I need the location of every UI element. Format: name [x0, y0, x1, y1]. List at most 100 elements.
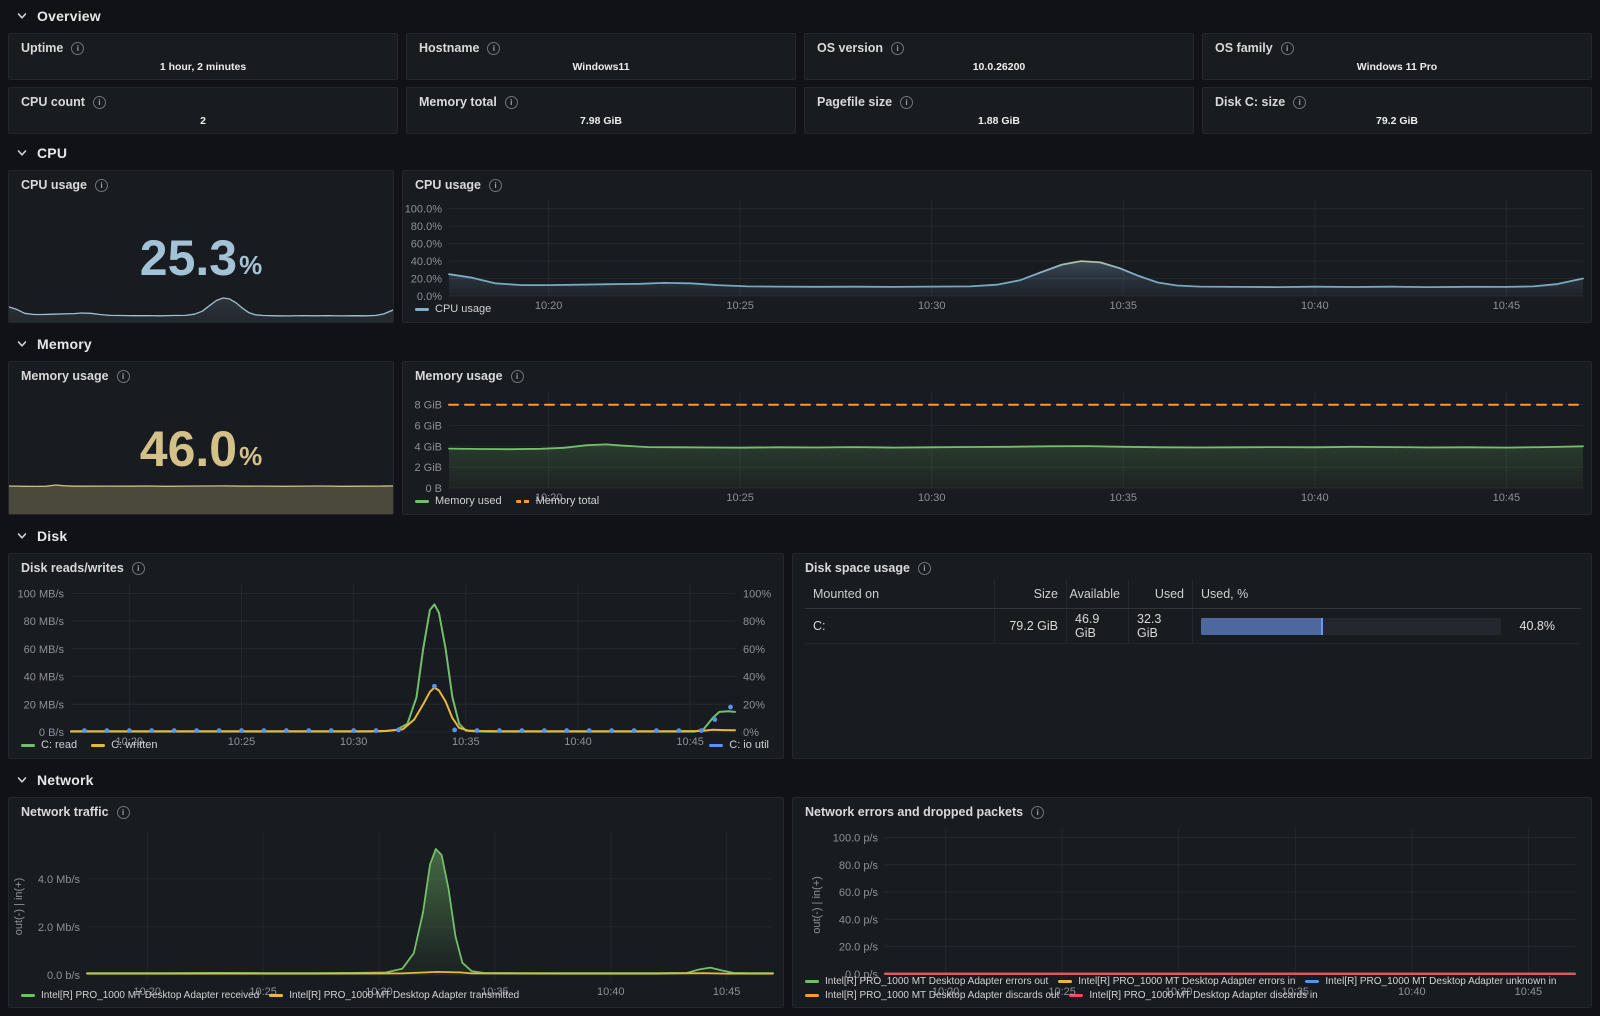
col-header-used-pct[interactable]: Used, %: [1201, 587, 1249, 601]
svg-text:10:25: 10:25: [1048, 986, 1076, 998]
panel-title[interactable]: Memory usage: [21, 369, 109, 383]
cpu-usage-chart[interactable]: 10:20 10:25 10:30 10:35 10:40 10:45 0.0% 20.0% 4…: [403, 195, 1591, 312]
legend-item[interactable]: Intel[R] PRO_1000 MT Desktop Adapter unk…: [1305, 976, 1556, 987]
svg-text:4 GiB: 4 GiB: [414, 441, 442, 453]
svg-text:0.0 p/s: 0.0 p/s: [845, 969, 879, 981]
svg-text:8 GiB: 8 GiB: [414, 400, 442, 412]
legend-item[interactable]: Intel[R] PRO_1000 MT Desktop Adapter err…: [1058, 976, 1295, 987]
panel-network-traffic: Network traffic 10:20 10:25 10:30 10:35 10:4…: [8, 797, 784, 1008]
col-header-available[interactable]: Available: [1067, 580, 1129, 608]
network-errors-chart[interactable]: 10:20 10:25 10:30 10:35 10:40 10:45 0.0 p/s 20.…: [793, 822, 1591, 998]
svg-text:10:25: 10:25: [228, 736, 256, 748]
panel-title[interactable]: Uptime: [21, 41, 64, 55]
chart-legend: CPU usage: [403, 301, 1591, 322]
memory-usage-chart[interactable]: 10:20 10:25 10:30 10:35 10:40 10:45 0 B 2 GiB 4 …: [403, 386, 1591, 504]
panel-title[interactable]: Disk reads/writes: [21, 561, 124, 575]
section-title: Memory: [37, 336, 92, 352]
stat-os-version: OS version 10.0.26200: [804, 33, 1194, 80]
panel-title[interactable]: Disk C: size: [1215, 95, 1286, 109]
info-icon[interactable]: [116, 805, 130, 819]
legend-swatch: [515, 499, 530, 503]
svg-text:10:45: 10:45: [1493, 300, 1521, 312]
panel-title[interactable]: Hostname: [419, 41, 480, 55]
cpu-sparkline: [9, 260, 393, 322]
svg-text:10:35: 10:35: [1110, 492, 1138, 504]
panel-title[interactable]: Network traffic: [21, 805, 109, 819]
svg-text:10:25: 10:25: [726, 300, 754, 312]
svg-text:10:30: 10:30: [918, 492, 946, 504]
panel-title[interactable]: Disk space usage: [805, 561, 910, 575]
panel-title[interactable]: Pagefile size: [817, 95, 893, 109]
legend-item[interactable]: C: written: [91, 739, 158, 751]
svg-text:20%: 20%: [743, 699, 765, 711]
panel-title[interactable]: CPU usage: [415, 178, 481, 192]
svg-text:40 MB/s: 40 MB/s: [24, 672, 65, 684]
legend-item[interactable]: Memory used: [415, 495, 502, 507]
legend-item[interactable]: Intel[R] PRO_1000 MT Desktop Adapter rec…: [21, 990, 259, 1001]
legend-item[interactable]: CPU usage: [415, 303, 491, 315]
chevron-down-icon: [16, 530, 28, 542]
svg-text:2 GiB: 2 GiB: [414, 462, 442, 474]
panel-title[interactable]: Memory usage: [415, 369, 503, 383]
chevron-down-icon: [16, 10, 28, 22]
svg-text:10:40: 10:40: [1301, 492, 1329, 504]
section-header-network[interactable]: Network: [16, 769, 1592, 791]
info-icon[interactable]: [1293, 95, 1307, 109]
col-header-mounted-on[interactable]: Mounted on: [805, 580, 995, 608]
panel-title[interactable]: OS family: [1215, 41, 1273, 55]
legend-item[interactable]: C: read: [21, 739, 77, 751]
svg-text:0 B: 0 B: [425, 483, 442, 495]
chart-legend: C: read C: written C: io util: [9, 737, 783, 758]
info-icon[interactable]: [504, 95, 518, 109]
col-header-used[interactable]: Used: [1129, 580, 1193, 608]
svg-text:60%: 60%: [743, 644, 765, 656]
legend-item[interactable]: Intel[R] PRO_1000 MT Desktop Adapter tra…: [269, 990, 519, 1001]
network-traffic-chart[interactable]: 10:20 10:25 10:30 10:35 10:40 10:45 0.0 b/s 2.0…: [9, 822, 783, 998]
info-icon[interactable]: [1280, 41, 1294, 55]
info-icon[interactable]: [510, 369, 524, 383]
svg-text:10:40: 10:40: [597, 986, 625, 998]
stat-os-family: OS family Windows 11 Pro: [1202, 33, 1592, 80]
stat-value: 1 hour, 2 minutes: [159, 60, 247, 73]
stat-memory-total: Memory total 7.98 GiB: [406, 87, 796, 134]
legend-item[interactable]: Intel[R] PRO_1000 MT Desktop Adapter dis…: [1069, 990, 1318, 1001]
panel-title[interactable]: Network errors and dropped packets: [805, 805, 1024, 819]
info-icon[interactable]: [917, 561, 931, 575]
col-header-size[interactable]: Size: [995, 580, 1067, 608]
legend-item[interactable]: C: io util: [709, 739, 769, 751]
section-title: Disk: [37, 528, 68, 544]
disk-reads-writes-chart[interactable]: 10:20 10:25 10:30 10:35 10:40 10:45 0 B/s 20 MB…: [9, 578, 783, 748]
panel-title[interactable]: OS version: [817, 41, 883, 55]
stat-value: 1.88 GiB: [977, 114, 1021, 127]
info-icon[interactable]: [71, 41, 85, 55]
section-header-cpu[interactable]: CPU: [16, 142, 1592, 164]
info-icon[interactable]: [487, 41, 501, 55]
info-icon[interactable]: [116, 369, 130, 383]
info-icon[interactable]: [489, 178, 502, 192]
svg-text:20 MB/s: 20 MB/s: [24, 699, 65, 711]
legend-swatch: [21, 994, 35, 997]
section-header-disk[interactable]: Disk: [16, 525, 1592, 547]
section-header-memory[interactable]: Memory: [16, 333, 1592, 355]
legend-item[interactable]: Intel[R] PRO_1000 MT Desktop Adapter err…: [805, 976, 1048, 987]
legend-item[interactable]: Intel[R] PRO_1000 MT Desktop Adapter dis…: [805, 990, 1059, 1001]
table-row[interactable]: C: 79.2 GiB 46.9 GiB 32.3 GiB 40.8%: [805, 609, 1581, 644]
svg-text:10:20: 10:20: [535, 492, 563, 504]
stat-value: 7.98 GiB: [579, 114, 623, 127]
stat-value: Windows11: [572, 60, 630, 73]
legend-item[interactable]: Memory total: [515, 495, 599, 507]
panel-title[interactable]: CPU usage: [21, 178, 87, 192]
info-icon[interactable]: [92, 95, 106, 109]
legend-label: C: written: [111, 739, 158, 751]
info-icon[interactable]: [95, 178, 108, 192]
info-icon[interactable]: [900, 95, 914, 109]
info-icon[interactable]: [891, 41, 904, 55]
section-header-overview[interactable]: Overview: [16, 5, 1592, 27]
svg-text:60 MB/s: 60 MB/s: [24, 644, 65, 656]
panel-title[interactable]: Memory total: [419, 95, 497, 109]
info-icon[interactable]: [131, 561, 145, 575]
info-icon[interactable]: [1031, 805, 1045, 819]
panel-title[interactable]: CPU count: [21, 95, 85, 109]
legend-label: Memory used: [435, 495, 502, 507]
